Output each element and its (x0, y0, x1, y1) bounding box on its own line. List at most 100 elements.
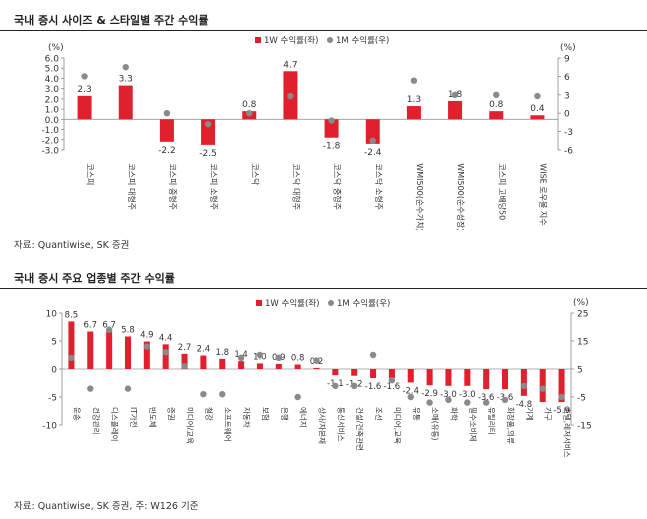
data-label: 0.8 (242, 100, 257, 110)
data-label: 2.7 (178, 343, 192, 353)
bar (530, 115, 545, 120)
category-label: 코스피 소형주 (209, 163, 218, 210)
category-label: 소프트웨어 (223, 407, 233, 442)
data-label: -2.9 (421, 389, 438, 399)
bar (448, 100, 463, 120)
dot-point (87, 385, 94, 392)
divider (0, 288, 647, 289)
category-label: 코스닥 중형주 (333, 163, 343, 210)
dot-point (534, 92, 541, 100)
right-tick-label: 0 (564, 110, 570, 120)
right-tick-label: -3 (564, 128, 573, 138)
bar (558, 369, 565, 403)
data-label: -2.2 (158, 146, 176, 156)
left-tick-label: -2.0 (41, 136, 59, 146)
bar (124, 336, 131, 369)
bar (502, 369, 509, 390)
category-label: IT가전 (129, 407, 139, 428)
dot-point (256, 351, 264, 359)
category-label: 유통 (412, 407, 421, 421)
dot-point (200, 391, 207, 398)
bar (483, 369, 490, 390)
source-note: 자료: Quantiwise, SK 증권, 주: W126 기준 (14, 501, 199, 512)
bar (159, 119, 174, 142)
dot-point (163, 110, 171, 117)
dot-point (275, 354, 282, 361)
dot-point (287, 92, 294, 100)
dot-point (181, 363, 188, 370)
category-label: 기계 (525, 407, 535, 421)
data-label: 6.7 (102, 320, 116, 330)
legend-dot-swatch (328, 300, 334, 306)
category-label: 자동차 (242, 407, 251, 428)
left-tick-label: -5 (48, 394, 57, 404)
category-label: 건강관리 (91, 407, 101, 435)
dot-point (351, 382, 358, 389)
bar (351, 369, 358, 376)
category-label: 코스피 중형주 (168, 163, 177, 210)
data-label: 1.8 (215, 348, 229, 358)
category-label: 코스닥 소형주 (374, 163, 384, 210)
left-tick-label: 1.0 (45, 106, 60, 116)
data-label: 1.3 (407, 95, 421, 105)
dot-point (407, 393, 414, 401)
bar (181, 353, 188, 369)
data-label: 4.4 (159, 333, 173, 343)
category-label: 호텔,레저서비스 (563, 407, 572, 458)
bar (275, 363, 282, 369)
category-label: 통신서비스 (336, 407, 345, 442)
chart-title: 국내 증시 사이즈 & 스타일별 주간 수익률 (14, 14, 209, 27)
category-label: 디스플레이 (110, 407, 120, 442)
left-tick-label: 3.0 (45, 85, 60, 95)
data-label: 4.9 (140, 331, 154, 341)
category-label: WMI500(순수가치) (415, 163, 424, 230)
category-label: 소매(유통) (431, 407, 440, 441)
category-label: WMI500(순수성장) (456, 163, 466, 230)
bar (87, 331, 94, 369)
category-label: 보험 (261, 407, 270, 421)
left-tick-label: 0.0 (45, 116, 60, 126)
dot-point (162, 349, 169, 356)
data-label: 3.3 (119, 75, 133, 85)
dot-point (105, 326, 113, 333)
chart-title: 국내 증시 주요 업종별 주간 수익률 (14, 272, 175, 285)
bar (201, 119, 216, 145)
data-label: -2.4 (402, 386, 419, 396)
right-axis-unit: (%) (573, 298, 589, 308)
dot-point (124, 385, 132, 392)
dot-point (501, 396, 509, 403)
dot-point (328, 117, 335, 124)
legend-dot-label: 1M 수익률(우) (337, 298, 390, 309)
dot-point (451, 91, 459, 98)
bar (332, 369, 339, 376)
dot-point (81, 73, 88, 80)
bar (426, 369, 433, 386)
bar (68, 321, 75, 369)
category-label: 미디어,교육 (393, 407, 403, 444)
dot-point (68, 354, 75, 361)
category-label: 에너지 (299, 407, 309, 428)
data-label: -2.4 (364, 148, 382, 158)
category-label: 코스닥 대형주 (291, 163, 301, 210)
dot-point (332, 382, 339, 389)
category-label: 유틸리티 (487, 407, 496, 435)
bar (388, 369, 395, 378)
dot-point (294, 393, 301, 401)
data-label: 5.8 (121, 326, 135, 336)
left-tick-label: -1.0 (41, 126, 59, 136)
data-label: 2.4 (197, 345, 211, 355)
legend-bar-swatch (256, 300, 262, 306)
data-label: 0.8 (291, 354, 305, 364)
divider (0, 30, 647, 31)
bar (238, 361, 245, 369)
left-tick-label: 0 (51, 366, 57, 376)
dot-point (493, 91, 500, 98)
category-label: 건설/건축관련 (355, 407, 365, 451)
category-label: 코스닥 (250, 163, 260, 186)
bar (118, 85, 133, 120)
dot-point (219, 391, 226, 398)
source-note: 자료: Quantiwise, SK 증권 (14, 240, 130, 251)
right-tick-label: -5 (577, 394, 586, 404)
dot-point (558, 393, 565, 401)
right-tick-label: 15 (577, 338, 588, 348)
